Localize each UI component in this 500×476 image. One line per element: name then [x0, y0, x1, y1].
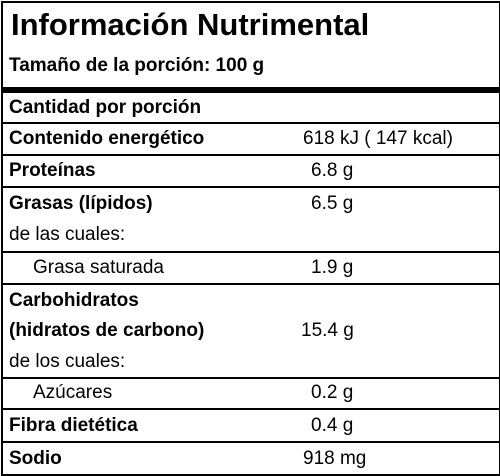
saturated-fat-label: Grasa saturada — [33, 257, 164, 278]
energy-label: Contenido energético — [9, 128, 205, 149]
sugars-value: 0.2 g — [311, 382, 354, 403]
divider-thick — [3, 87, 499, 93]
carbs-label-line1: Carbohidratos — [9, 290, 139, 311]
protein-label: Proteínas — [9, 160, 96, 181]
divider — [3, 154, 499, 156]
divider — [3, 186, 499, 188]
divider — [3, 283, 499, 285]
label-title: Información Nutrimental — [11, 7, 370, 42]
protein-value: 6.8 g — [311, 160, 354, 181]
sodium-label: Sodio — [9, 448, 62, 469]
fiber-label: Fibra dietética — [9, 415, 138, 436]
fat-subheading: de las cuales: — [9, 224, 126, 245]
divider — [3, 441, 499, 443]
sugars-label: Azúcares — [33, 382, 113, 403]
fiber-value: 0.4 g — [311, 415, 354, 436]
divider — [3, 408, 499, 410]
saturated-fat-value: 1.9 g — [311, 257, 354, 278]
divider — [3, 122, 499, 124]
serving-size: Tamaño de la porción: 100 g — [9, 55, 265, 76]
fat-value: 6.5 g — [311, 193, 354, 214]
section-header: Cantidad por porción — [9, 97, 202, 118]
divider — [3, 377, 499, 379]
divider — [3, 251, 499, 253]
sodium-value: 918 mg — [303, 448, 367, 469]
energy-value: 618 kJ ( 147 kcal) — [303, 128, 453, 149]
fat-label: Grasas (lípidos) — [9, 193, 153, 214]
carbs-value: 15.4 g — [301, 320, 354, 341]
carbs-subheading: de los cuales: — [9, 351, 126, 372]
carbs-label-line2: (hidratos de carbono) — [9, 320, 205, 341]
